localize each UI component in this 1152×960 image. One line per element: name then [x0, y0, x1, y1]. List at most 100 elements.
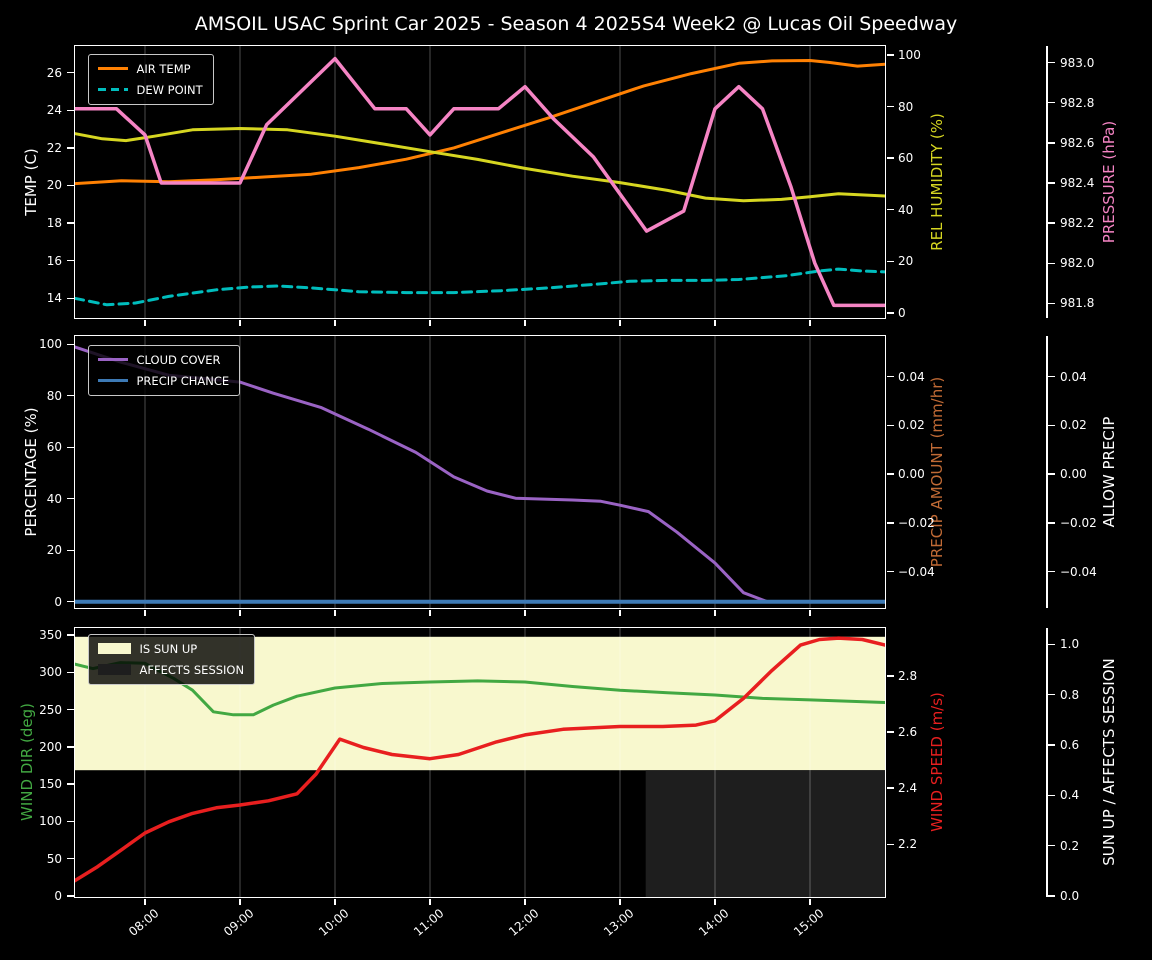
x-tick — [524, 898, 526, 905]
x-tick — [239, 319, 241, 326]
y-tick-label: −0.02 — [1060, 515, 1097, 530]
y-tick-label: 26 — [46, 65, 62, 80]
y-tick — [886, 473, 894, 475]
y-tick-label: 2.6 — [898, 725, 918, 740]
y-tick — [66, 600, 74, 603]
x-tick — [809, 609, 811, 616]
x-tick-label: 10:00 — [316, 906, 353, 939]
legend-label: AFFECTS SESSION — [139, 662, 245, 677]
x-tick-label: 14:00 — [696, 906, 733, 939]
y-tick — [886, 522, 894, 524]
y-tick-label: 14 — [46, 291, 62, 306]
legend-row: AFFECTS SESSION — [97, 662, 245, 677]
axis-label-wind-speed: WIND SPEED (m/s) — [928, 692, 946, 832]
y-tick — [66, 783, 74, 785]
y-tick-label: 0.00 — [1060, 467, 1087, 482]
y-tick — [886, 843, 894, 845]
x-tick — [429, 898, 431, 905]
x-tick — [619, 898, 621, 905]
y-tick-label: 350 — [39, 628, 62, 642]
x-tick-label: 13:00 — [601, 906, 638, 939]
y-tick-label: 60 — [46, 440, 62, 455]
y-tick — [66, 708, 74, 711]
y-tick-label: 0.02 — [898, 418, 925, 433]
axis-label-pressure: PRESSURE (hPa) — [1100, 120, 1118, 244]
y-tick — [886, 157, 894, 159]
y-tick — [66, 297, 74, 299]
x-tick — [239, 898, 241, 905]
y-tick-label: 0.0 — [1060, 888, 1080, 903]
x-tick — [809, 898, 811, 905]
y-tick — [66, 858, 74, 860]
y-tick-label: 982.8 — [1060, 95, 1095, 110]
wind-plot — [74, 627, 885, 897]
y-tick — [66, 498, 74, 500]
y-tick — [1047, 376, 1055, 378]
y-tick — [1047, 262, 1055, 264]
y-tick-label: 983.0 — [1060, 55, 1095, 70]
y-tick-label: 80 — [898, 99, 914, 114]
y-tick-label: 100 — [898, 47, 921, 62]
x-tick-label: 15:00 — [791, 906, 828, 939]
y-tick — [886, 312, 894, 314]
axis-label-precip-amount: PRECIP AMOUNT (mm/hr) — [928, 376, 946, 568]
y-tick — [66, 634, 74, 636]
legend-label: AIR TEMP — [136, 61, 191, 76]
x-tick — [619, 319, 621, 326]
x-tick — [144, 609, 146, 616]
y-tick — [66, 549, 74, 551]
chart-title: AMSOIL USAC Sprint Car 2025 - Season 4 2… — [194, 13, 958, 35]
wind-legend: IS SUN UP AFFECTS SESSION — [87, 633, 256, 685]
y-tick — [1047, 102, 1055, 104]
y-tick — [66, 746, 74, 748]
y-tick — [66, 395, 74, 397]
y-tick-label: 0.04 — [1060, 369, 1087, 384]
right-spine — [1046, 46, 1048, 318]
y-tick-label: 0.02 — [1060, 418, 1087, 433]
y-tick — [886, 570, 894, 573]
y-tick — [886, 675, 894, 677]
y-tick — [1047, 302, 1055, 305]
y-tick — [1047, 693, 1055, 696]
legend-label: PRECIP CHANCE — [136, 373, 230, 388]
y-tick-label: 982.0 — [1060, 256, 1095, 271]
x-tick-label: 11:00 — [411, 906, 448, 939]
y-tick-label: 2.4 — [898, 781, 918, 796]
y-tick-label: 0 — [898, 305, 906, 320]
y-tick-label: 20 — [898, 254, 914, 269]
x-tick — [809, 319, 811, 326]
y-tick-label: 20 — [46, 178, 62, 193]
y-tick-label: 0.8 — [1060, 687, 1080, 702]
y-tick — [1047, 570, 1055, 573]
wind-speed-line — [74, 635, 885, 882]
y-tick — [66, 820, 74, 823]
y-tick — [66, 109, 74, 111]
y-tick-label: 20 — [46, 543, 62, 558]
x-tick — [239, 609, 241, 616]
y-tick — [1047, 222, 1055, 224]
y-tick — [66, 895, 74, 897]
precipitation-legend: CLOUD COVER PRECIP CHANCE — [87, 344, 241, 396]
y-tick-label: 982.4 — [1060, 176, 1095, 190]
y-tick — [66, 446, 74, 448]
y-tick — [1047, 794, 1055, 797]
legend-row: AIR TEMP — [97, 61, 203, 76]
y-tick — [1047, 744, 1055, 746]
x-tick — [619, 609, 621, 616]
air-temp-legend-swatch — [97, 66, 128, 71]
y-tick-label: 200 — [39, 739, 62, 754]
y-tick — [1047, 61, 1055, 64]
x-tick — [714, 898, 716, 905]
y-tick-label: 0 — [54, 594, 62, 609]
y-tick-label: 60 — [898, 151, 914, 166]
y-tick — [66, 259, 74, 262]
y-tick-label: 40 — [46, 491, 62, 506]
y-tick-label: 100 — [39, 814, 62, 829]
y-tick — [1047, 182, 1055, 184]
x-tick — [144, 898, 146, 905]
legend-label: DEW POINT — [136, 82, 203, 97]
y-tick-label: 982.6 — [1060, 135, 1095, 150]
y-tick-label: −0.04 — [1060, 564, 1097, 579]
y-tick — [66, 343, 74, 345]
axis-label-allow-precip: ALLOW PRECIP — [1100, 416, 1118, 528]
